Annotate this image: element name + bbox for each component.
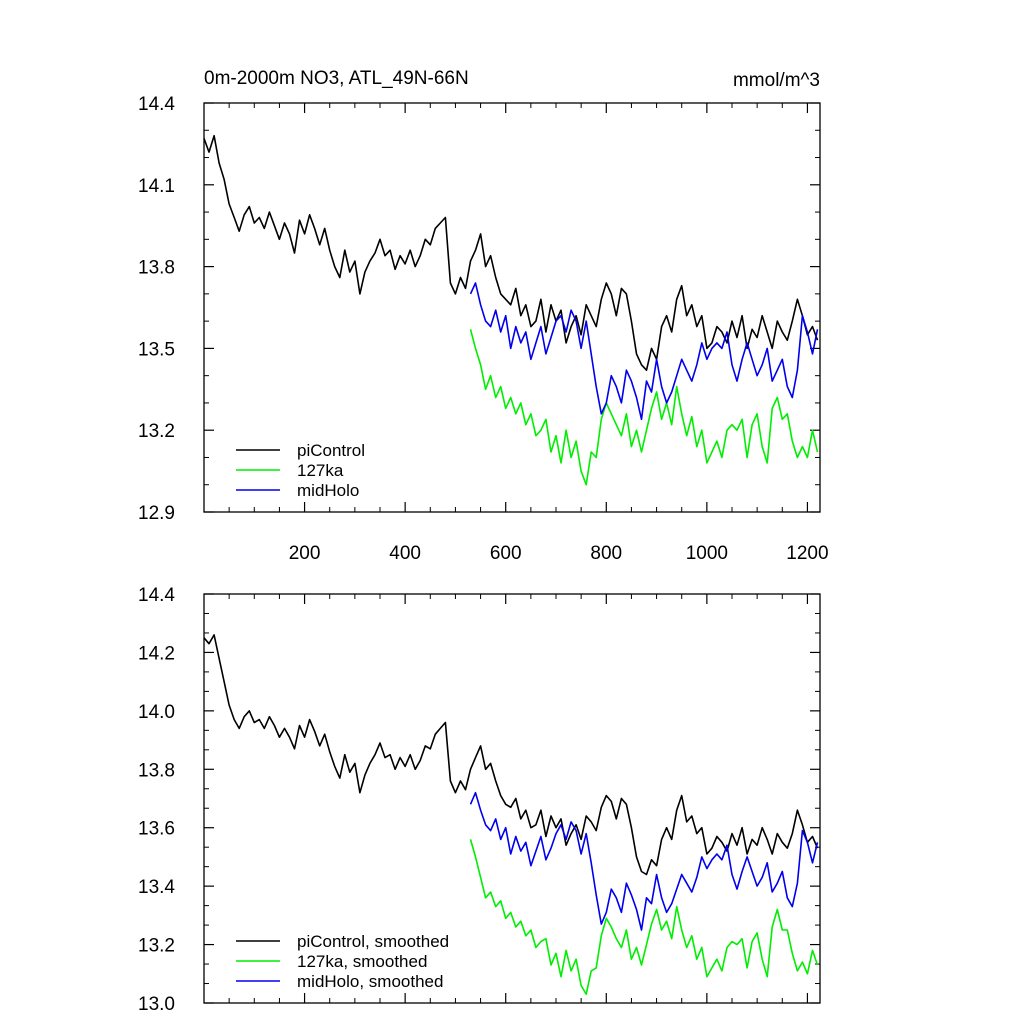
bottom-ytick-label: 13.6 (138, 819, 175, 840)
top-xtick-label: 400 (389, 543, 421, 564)
bottom-ytick-label: 13.0 (138, 994, 175, 1015)
top-ytick-label: 14.4 (138, 94, 175, 115)
bottom-ytick-label: 13.2 (138, 936, 175, 957)
top-panel: 12.9 13.2 13.5 13.8 14.1 14.4 200 400 600 800 1000… (138, 94, 829, 564)
top-ytick-label: 13.2 (138, 421, 175, 442)
bottom-ytick-label: 14.4 (138, 585, 175, 606)
top-xtick-label: 200 (289, 543, 321, 564)
bottom-legend-label: midHolo, smoothed (297, 972, 443, 991)
top-series-line-1 (203, 134, 819, 372)
top-legend-label: midHolo (297, 481, 359, 500)
chart-units: mmol/m^3 (733, 70, 820, 91)
top-legend-label: 127ka (297, 461, 344, 480)
top-ytick-label: 13.5 (138, 339, 175, 360)
bottom-panel: 13.0 13.2 13.4 13.6 13.8 14.0 14.2 14.4 piContro… (138, 585, 821, 1015)
top-legend-label: piControl (297, 441, 365, 460)
bottom-series-line-3 (469, 791, 819, 931)
top-ytick-label: 12.9 (138, 503, 175, 524)
bottom-ytick-label: 13.8 (138, 760, 175, 781)
top-series-line-3 (469, 282, 819, 421)
top-plot-frame (203, 102, 821, 513)
bottom-ytick-label: 13.4 (138, 877, 175, 898)
top-ytick-label: 13.8 (138, 258, 175, 279)
top-series-line-2 (469, 329, 819, 486)
bottom-ytick-label: 14.2 (138, 643, 175, 664)
chart-title: 0m-2000m NO3, ATL_49N-66N (204, 68, 469, 89)
top-xtick-label: 1000 (686, 543, 728, 564)
bottom-legend-label: 127ka, smoothed (297, 952, 427, 971)
bottom-ytick-label: 14.0 (138, 702, 175, 723)
top-ytick-label: 14.1 (138, 176, 175, 197)
top-xtick-label: 800 (590, 543, 622, 564)
bottom-legend-label: piControl, smoothed (297, 932, 449, 951)
bottom-series-line-2 (469, 839, 819, 996)
bottom-series-line-1 (203, 634, 819, 876)
top-xtick-label: 600 (490, 543, 522, 564)
bottom-plot-frame (203, 593, 821, 1004)
top-xtick-label: 1200 (786, 543, 828, 564)
